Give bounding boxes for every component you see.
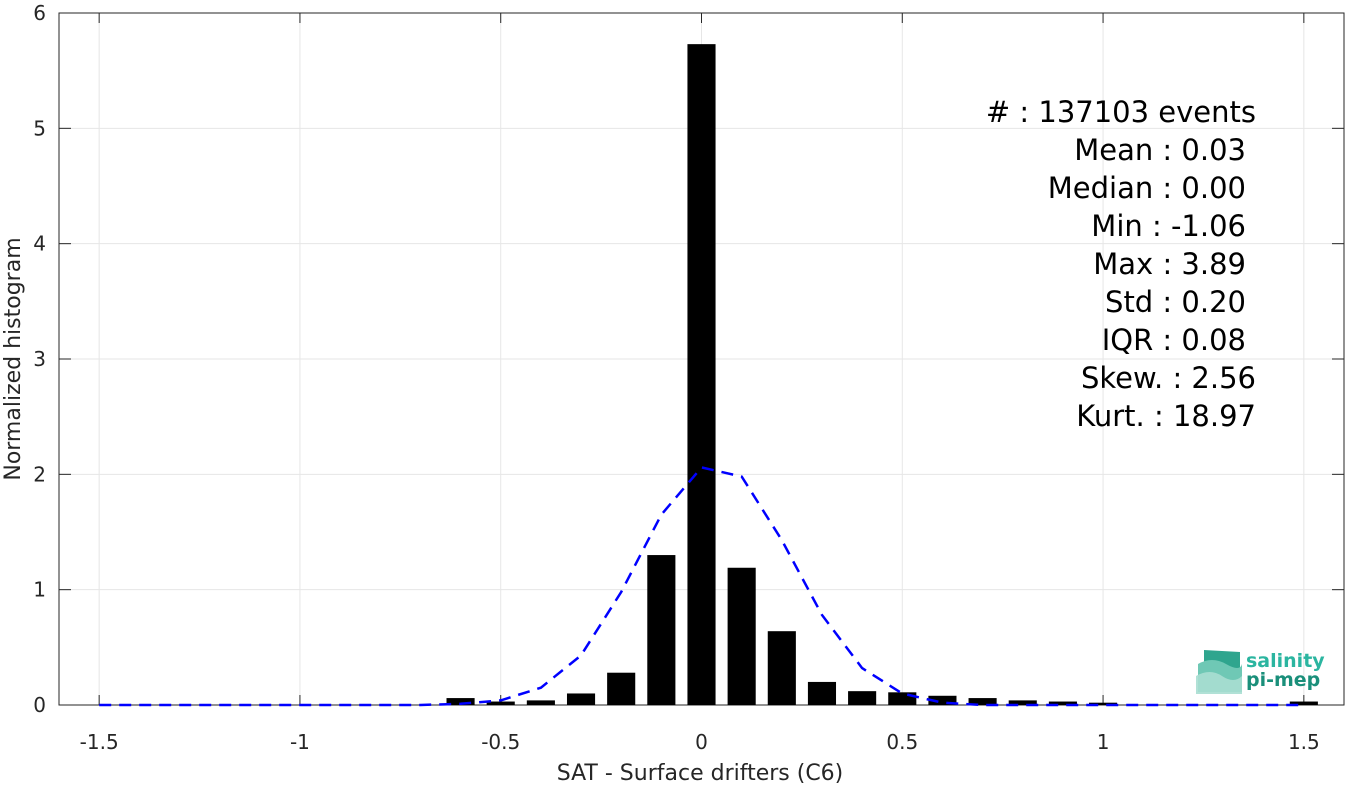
wave-icon: [1196, 650, 1242, 694]
histogram-bar: [647, 555, 676, 705]
stat-kurt: Kurt. : 18.97: [1076, 399, 1256, 433]
logo-text-salinity: salinity: [1246, 650, 1325, 672]
histogram-bars: [446, 44, 1318, 705]
stat-std: Std : 0.20: [1105, 285, 1246, 319]
x-tick-label: -0.5: [481, 730, 520, 754]
stat-max: Max : 3.89: [1093, 247, 1246, 281]
y-tick-label: 1: [33, 578, 46, 602]
histogram-bar: [607, 672, 636, 705]
y-tick-label: 4: [33, 232, 46, 256]
y-tick-labels: 0 1 2 3 4 5 6: [33, 1, 46, 717]
histogram-bar: [807, 681, 837, 705]
y-tick-label: 6: [33, 1, 46, 25]
stat-iqr: IQR : 0.08: [1102, 323, 1246, 357]
stats-annotation: # : 137103 events Mean : 0.03 Median : 0…: [986, 95, 1256, 433]
histogram-bar: [1048, 701, 1077, 705]
histogram-bar: [1089, 702, 1118, 705]
logo-text-pimep: pi-mep: [1246, 669, 1320, 691]
y-tick-label: 0: [33, 693, 46, 717]
x-tick-label: 0: [695, 730, 708, 754]
x-tick-label: 1.5: [1288, 730, 1320, 754]
x-tick-label: -1.5: [80, 730, 119, 754]
y-tick-label: 5: [33, 116, 46, 140]
stat-min: Min : -1.06: [1091, 209, 1246, 243]
x-tick-labels: -1.5 -1 -0.5 0 0.5 1 1.5: [80, 730, 1320, 754]
histogram-bar: [486, 701, 515, 705]
x-tick-label: 0.5: [886, 730, 918, 754]
stat-mean: Mean : 0.03: [1074, 133, 1246, 167]
histogram-bar: [1289, 701, 1318, 705]
histogram-bar: [566, 693, 596, 705]
histogram-bar: [446, 698, 475, 705]
histogram-bar: [727, 567, 756, 705]
y-tick-label: 3: [33, 347, 46, 371]
histogram-bar: [888, 692, 917, 705]
histogram-bar: [1008, 700, 1037, 705]
histogram-bar: [928, 695, 957, 705]
x-tick-label: 1: [1097, 730, 1110, 754]
stat-median: Median : 0.00: [1048, 171, 1246, 205]
histogram-bar: [767, 631, 796, 705]
histogram-bar: [526, 700, 555, 705]
histogram-bar: [968, 698, 997, 705]
x-axis-label: SAT - Surface drifters (C6): [557, 761, 844, 785]
histogram-bar: [687, 44, 716, 705]
gaussian-fit-line: [99, 466, 1304, 707]
salinity-pi-mep-logo: salinity pi-mep: [1196, 650, 1325, 694]
x-tick-label: -1: [290, 730, 310, 754]
y-axis-label: Normalized histogram: [1, 237, 26, 480]
histogram-bar: [848, 691, 877, 705]
y-tick-label: 2: [33, 462, 46, 486]
stat-skew: Skew. : 2.56: [1081, 361, 1256, 395]
stat-events: # : 137103 events: [986, 95, 1256, 129]
